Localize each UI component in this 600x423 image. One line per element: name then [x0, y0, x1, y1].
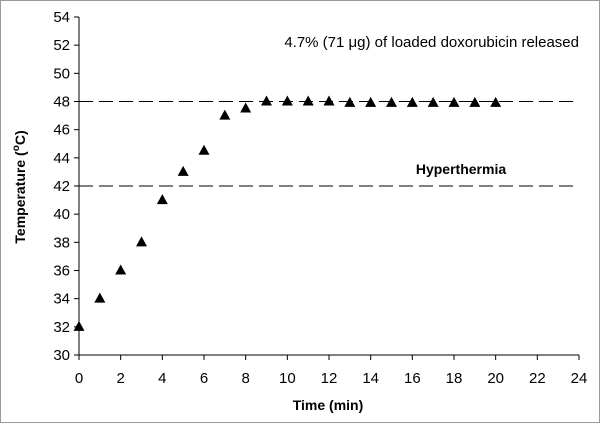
data-point — [302, 95, 314, 106]
y-tick-label: 54 — [53, 9, 70, 26]
data-point — [281, 95, 293, 106]
data-point — [490, 96, 502, 107]
data-point — [261, 95, 272, 106]
x-tick-label: 0 — [75, 370, 83, 387]
x-tick-label: 2 — [116, 370, 124, 387]
y-tick-label: 36 — [53, 263, 70, 280]
y-axis-title-degree: o — [11, 145, 22, 151]
y-tick-label: 34 — [53, 291, 70, 308]
data-point — [365, 96, 377, 107]
y-tick-label: 50 — [53, 65, 70, 82]
x-tick-label: 4 — [158, 370, 166, 387]
x-axis-title: Time (min) — [293, 397, 364, 413]
data-point — [427, 96, 439, 107]
data-point — [198, 144, 210, 155]
x-axis-ticks: 0 2 4 6 8 10 12 14 16 18 20 22 24 — [75, 355, 588, 387]
y-tick-label: 40 — [53, 206, 70, 223]
data-point — [156, 194, 168, 205]
data-point — [219, 109, 231, 120]
data-point — [469, 96, 481, 107]
x-tick-label: 12 — [321, 370, 338, 387]
y-tick-label: 44 — [53, 150, 70, 167]
x-tick-label: 18 — [446, 370, 463, 387]
data-point — [115, 264, 127, 275]
data-point — [448, 96, 460, 107]
data-point — [136, 236, 147, 247]
y-tick-label: 38 — [53, 234, 70, 251]
data-point — [344, 96, 356, 107]
x-tick-label: 8 — [241, 370, 249, 387]
y-axis-title: Temperature (oC) — [11, 130, 28, 243]
hyperthermia-label: Hyperthermia — [416, 161, 506, 177]
y-tick-label: 46 — [53, 122, 70, 139]
data-point — [94, 292, 106, 303]
x-tick-label: 10 — [279, 370, 296, 387]
y-tick-label: 30 — [53, 347, 70, 364]
y-axis-ticks: 30 32 34 36 38 40 42 44 46 48 50 52 54 — [53, 9, 79, 364]
y-tick-label: 32 — [53, 319, 70, 336]
y-tick-label: 48 — [53, 94, 70, 111]
data-point — [386, 96, 397, 107]
data-point — [73, 320, 85, 331]
x-tick-label: 24 — [571, 370, 588, 387]
x-tick-label: 6 — [200, 370, 208, 387]
data-point — [177, 165, 189, 176]
x-tick-label: 20 — [487, 370, 504, 387]
y-axis-title-unit: C) — [12, 130, 28, 145]
y-tick-label: 42 — [53, 178, 70, 195]
data-point — [240, 102, 252, 113]
y-tick-label: 52 — [53, 37, 70, 54]
release-annotation: 4.7% (71 μg) of loaded doxorubicin relea… — [284, 34, 579, 51]
x-tick-label: 16 — [404, 370, 421, 387]
data-points — [73, 95, 502, 331]
x-tick-label: 22 — [529, 370, 546, 387]
data-point — [323, 95, 335, 106]
data-point — [406, 96, 418, 107]
y-axis-title-main: Temperature ( — [12, 151, 28, 244]
x-tick-label: 14 — [362, 370, 379, 387]
